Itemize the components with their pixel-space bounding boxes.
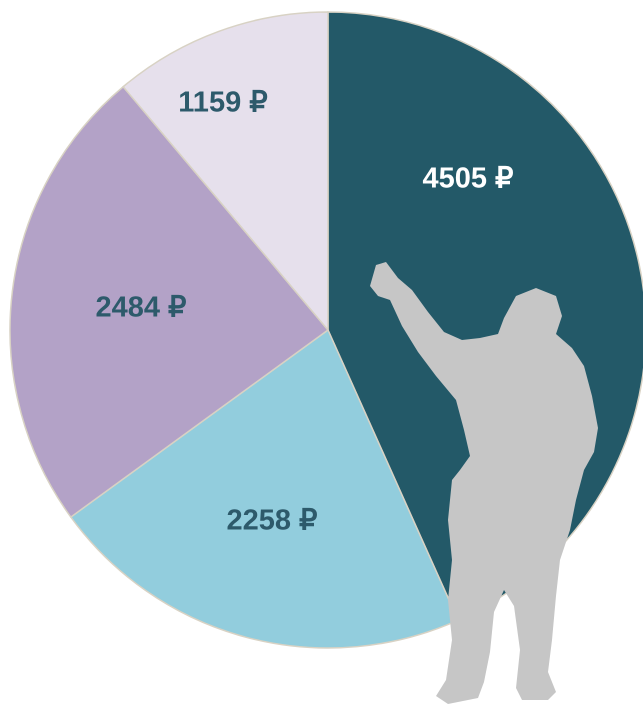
value-label: 2258 ₽ <box>226 505 317 537</box>
value-label: 1159 ₽ <box>178 87 267 119</box>
page: 4505 ₽2258 ₽2484 ₽1159 ₽ (() => { const … <box>0 0 643 713</box>
chart: 4505 ₽ 2258 ₽ 2484 ₽ 1159 ₽ <box>0 0 643 713</box>
value-label: 2484 ₽ <box>95 292 186 324</box>
value-label: 4505 ₽ <box>422 163 513 195</box>
